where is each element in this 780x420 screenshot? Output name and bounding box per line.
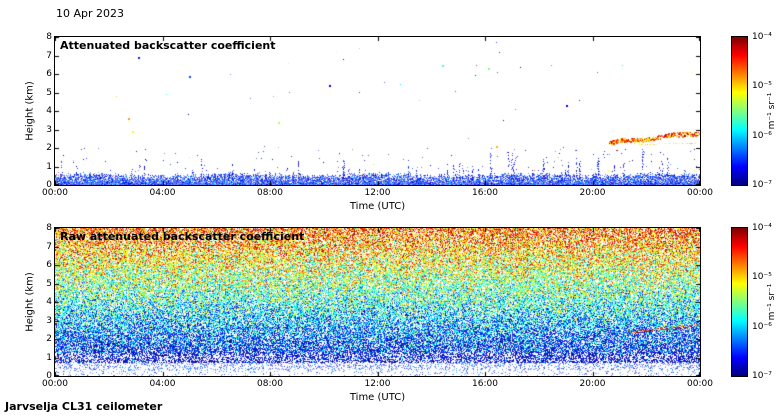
colorbar-bottom	[731, 227, 748, 377]
x-tick-label: 00:00	[687, 379, 713, 389]
x-tick-label: 20:00	[579, 379, 606, 389]
y-tick-label: 0	[46, 180, 52, 190]
y-tick-label: 6	[46, 260, 52, 270]
x-tick-label: 00:00	[42, 379, 68, 389]
x-axis-label-bottom: Time (UTC)	[349, 392, 406, 403]
raw-plot-area	[54, 227, 701, 377]
y-tick-label: 4	[46, 106, 52, 116]
colorbar-tick-label: 10⁻⁵	[752, 272, 772, 283]
y-tick-label: 6	[46, 69, 52, 79]
x-tick-label: 16:00	[472, 188, 498, 198]
colorbar-tick-label: 10⁻⁷	[752, 180, 772, 190]
y-tick-label: 3	[46, 124, 52, 135]
y-tick-label: 5	[46, 87, 52, 98]
y-tick-label: 7	[46, 241, 52, 252]
date-label: 10 Apr 2023	[56, 7, 125, 20]
x-axis-label-top: Time (UTC)	[349, 201, 406, 212]
colorbar-tick-labels-bottom: 10⁻⁴ 10⁻⁵ 10⁻⁶ 10⁻⁷	[752, 223, 779, 381]
colorbar-tick-label: 10⁻⁴	[752, 223, 772, 233]
attenuated-plot-title: Attenuated backscatter coefficient	[60, 39, 276, 52]
colorbar-unit-label-top: m⁻¹ sr⁻¹	[767, 92, 777, 130]
y-tick-label: 4	[46, 297, 52, 307]
raw-backscatter-canvas	[55, 228, 700, 376]
x-tick-labels-top: 00:00 04:00 08:00 12:00 16:00 20:00 00:00	[42, 188, 713, 200]
attenuated-plot-area	[54, 36, 701, 186]
x-tick-label: 04:00	[149, 379, 176, 389]
y-tick-label: 1	[46, 352, 52, 363]
y-tick-label: 1	[46, 161, 52, 172]
x-tick-label: 00:00	[687, 188, 713, 198]
x-tick-label: 12:00	[364, 379, 391, 389]
x-tick-label: 20:00	[579, 188, 606, 198]
raw-plot-title: Raw attenuated backscatter coefficient	[60, 230, 305, 243]
y-tick-labels-bottom: 0 1 2 3 4 5 6 7 8	[26, 223, 52, 381]
y-tick-label: 8	[46, 32, 52, 42]
colorbar-tick-labels-top: 10⁻⁴ 10⁻⁵ 10⁻⁶ 10⁻⁷	[752, 32, 779, 190]
x-tick-label: 08:00	[257, 188, 283, 198]
y-tick-labels-top: 0 1 2 3 4 5 6 7 8	[26, 32, 52, 190]
colorbar-tick-label: 10⁻⁶	[752, 130, 772, 141]
y-tick-label: 3	[46, 315, 52, 326]
attenuated-backscatter-canvas	[55, 37, 700, 185]
y-tick-label: 0	[46, 371, 52, 381]
colorbar-tick-label: 10⁻⁵	[752, 81, 772, 92]
y-tick-label: 5	[46, 278, 52, 289]
colorbar-tick-label: 10⁻⁴	[752, 32, 772, 42]
x-tick-label: 08:00	[257, 379, 283, 389]
colorbar-top	[731, 36, 748, 186]
x-tick-label: 04:00	[149, 188, 176, 198]
x-tick-label: 00:00	[42, 188, 68, 198]
y-tick-label: 2	[46, 334, 52, 344]
y-tick-label: 7	[46, 50, 52, 61]
colorbar-unit-label-bottom: m⁻¹ sr⁻¹	[767, 283, 777, 321]
colorbar-tick-label: 10⁻⁷	[752, 371, 772, 381]
instrument-label: Jarvselja CL31 ceilometer	[5, 400, 163, 413]
x-tick-label: 12:00	[364, 188, 391, 198]
colorbar-tick-label: 10⁻⁶	[752, 321, 772, 332]
y-tick-label: 8	[46, 223, 52, 233]
x-tick-labels-bottom: 00:00 04:00 08:00 12:00 16:00 20:00 00:00	[42, 379, 713, 391]
x-tick-label: 16:00	[472, 379, 498, 389]
y-tick-label: 2	[46, 143, 52, 153]
